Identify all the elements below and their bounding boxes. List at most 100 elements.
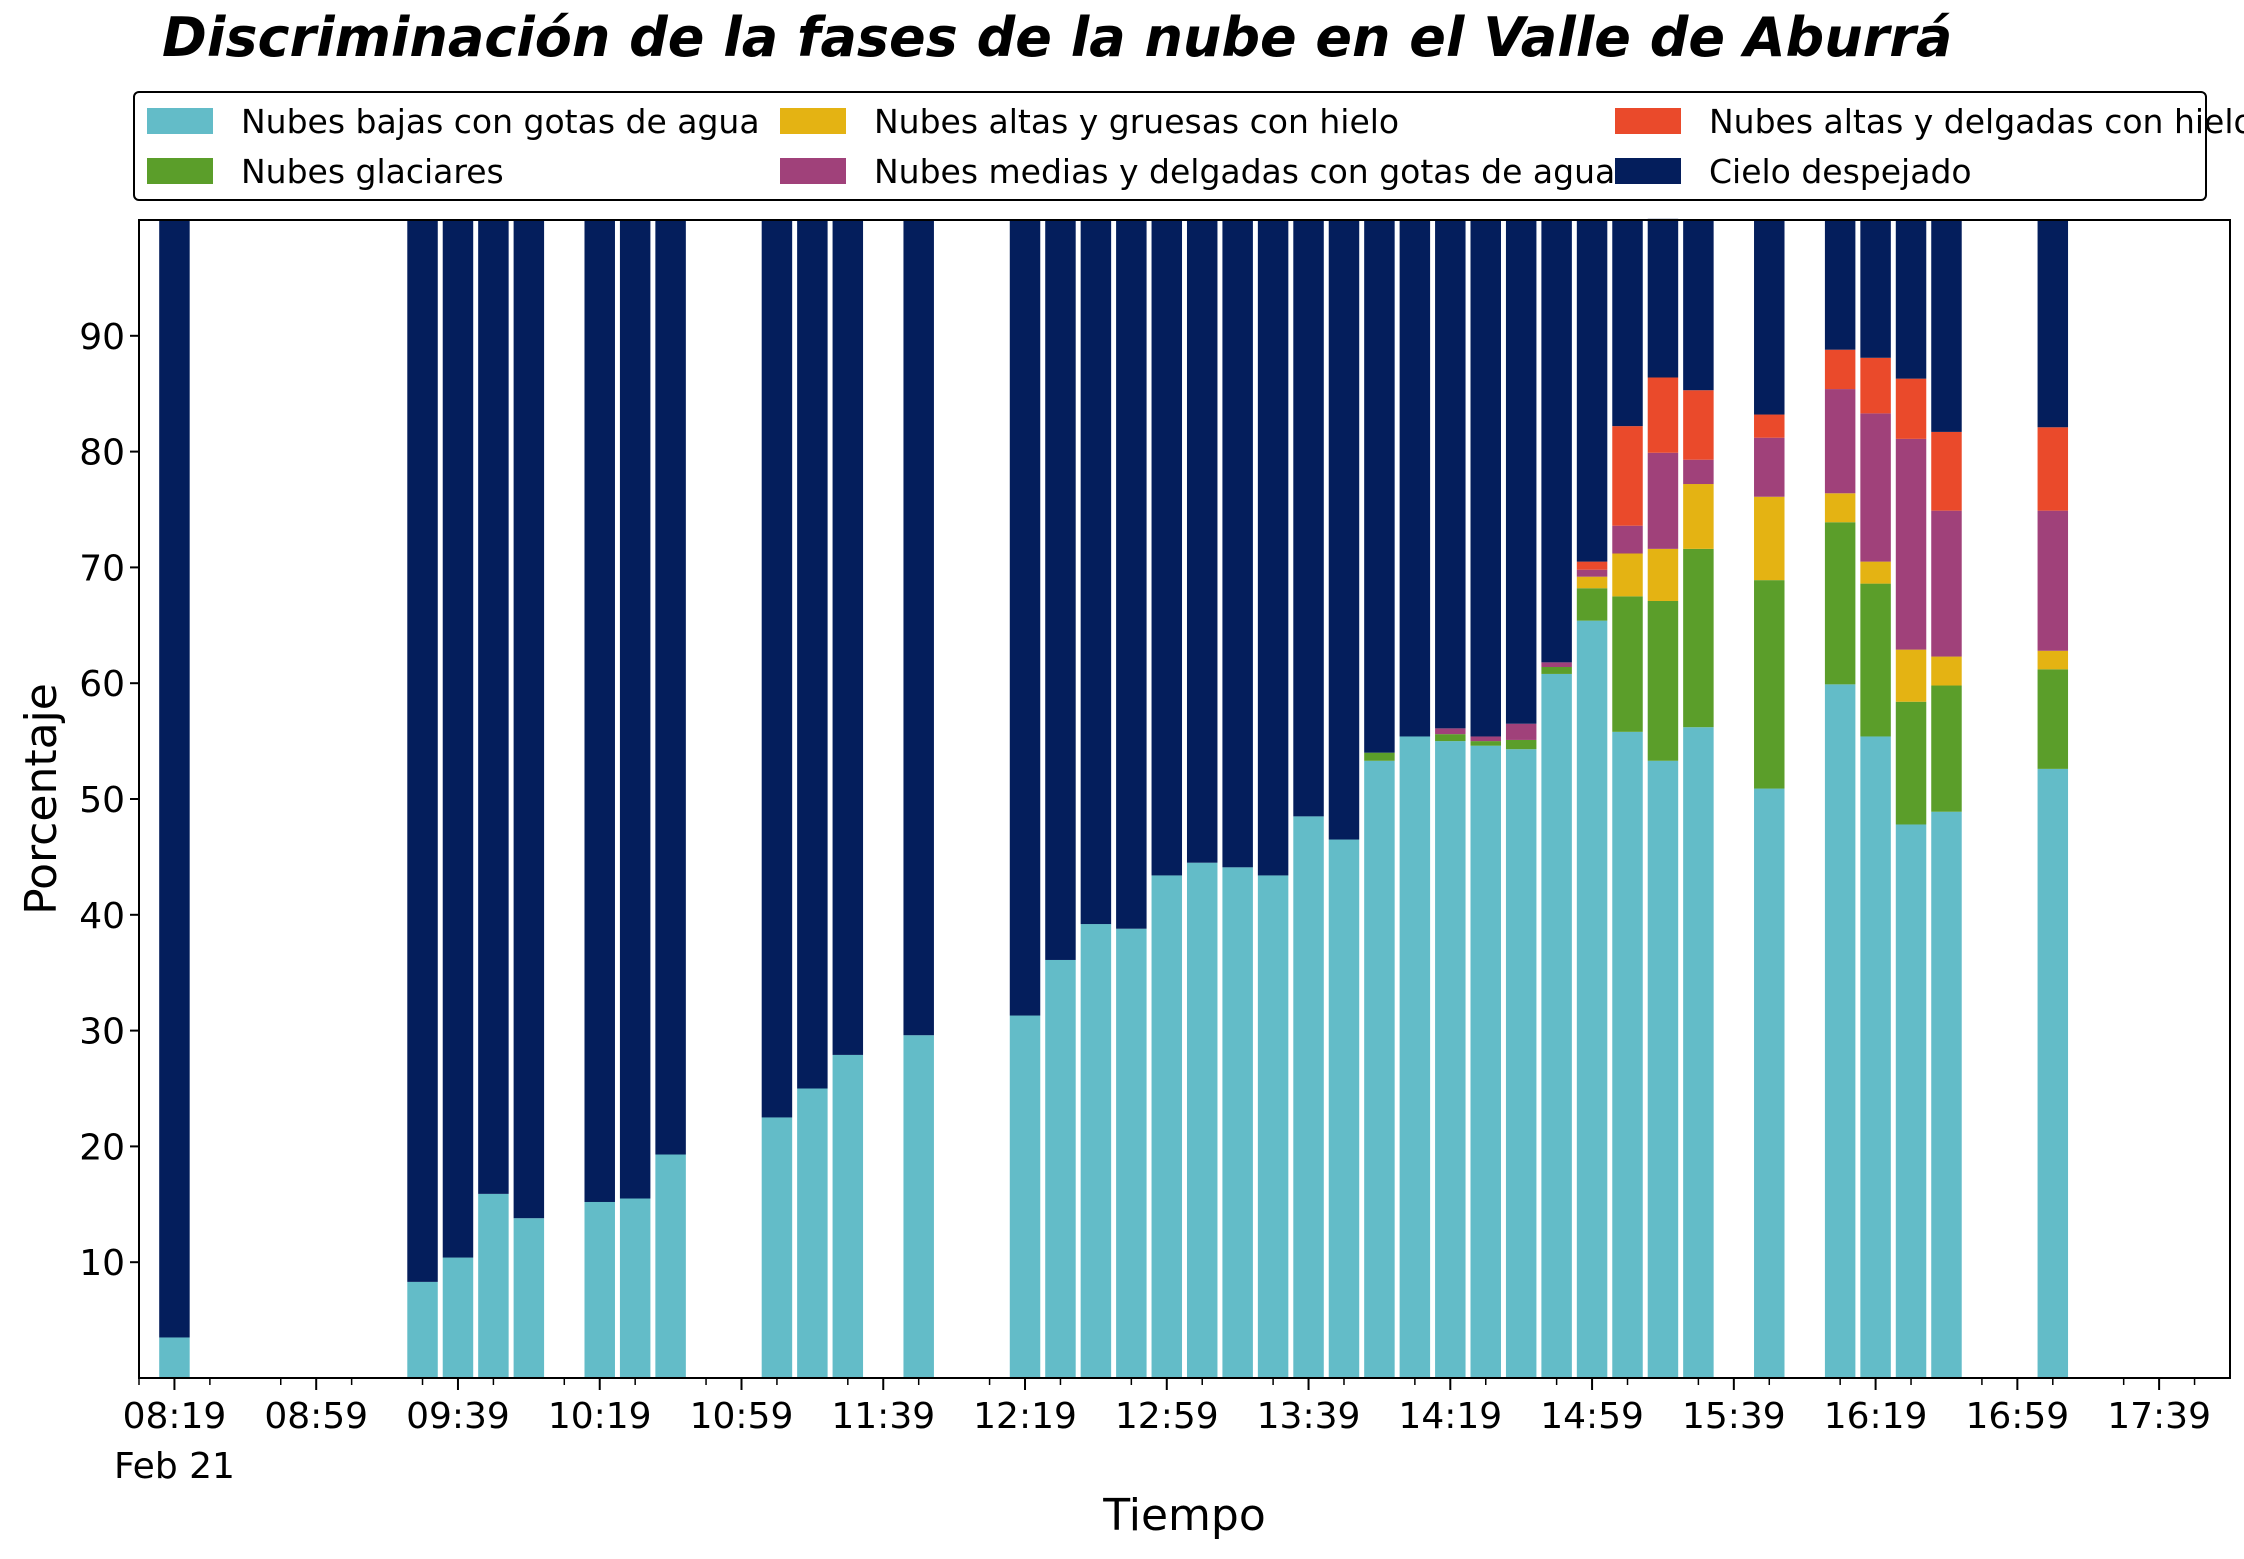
x-tick-label: 14:59	[1540, 1396, 1644, 1437]
bar-segment-0-10	[832, 1054, 864, 1378]
bar-segment-5-18	[1222, 220, 1253, 868]
bar-segment-4-29	[1612, 426, 1643, 526]
bar-segment-5-27	[1541, 220, 1572, 663]
bar-segment-5-24	[1435, 220, 1466, 729]
bar-segment-0-21	[1328, 839, 1360, 1378]
bar-segment-3-31	[1683, 459, 1714, 485]
bar-segment-0-28	[1576, 620, 1608, 1378]
x-tick-label: 16:19	[1824, 1396, 1928, 1437]
legend: Nubes bajas con gotas de agua Nubes glaci…	[133, 91, 2244, 201]
bar-segment-0-22	[1364, 760, 1395, 1378]
bar-segment-0-16	[1151, 875, 1183, 1378]
bar-segment-4-37	[2037, 427, 2069, 511]
legend-swatch	[147, 108, 213, 134]
bar-segment-5-19	[1257, 220, 1289, 876]
bar-segment-5-16	[1151, 220, 1183, 876]
bars-group	[159, 218, 2069, 1378]
bar-segment-2-37	[2037, 650, 2069, 670]
y-tick-label: 90	[79, 317, 125, 358]
bar-segment-0-17	[1186, 862, 1218, 1378]
bar-segment-0-20	[1293, 816, 1324, 1378]
bar-segment-0-13	[1045, 959, 1076, 1378]
bar-segment-1-30	[1647, 600, 1679, 761]
y-tick-label: 30	[79, 1012, 125, 1053]
legend-item: Nubes medias y delgadas con gotas de agu…	[780, 149, 1615, 193]
bar-segment-4-33	[1824, 349, 1856, 390]
legend-swatch	[147, 158, 213, 184]
bar-segment-1-22	[1364, 752, 1395, 761]
x-tick-label: 12:19	[973, 1396, 1077, 1437]
bar-segment-0-7	[655, 1154, 686, 1378]
bar-segment-0-0	[159, 1337, 190, 1378]
y-tick-label: 40	[79, 896, 125, 937]
bar-segment-5-17	[1186, 220, 1218, 863]
x-tick-label: 15:39	[1682, 1396, 1786, 1437]
x-tick-label: 09:39	[406, 1396, 510, 1437]
x-tick-label: 16:59	[1965, 1396, 2069, 1437]
bar-segment-5-6	[619, 220, 651, 1199]
bar-segment-5-10	[832, 220, 864, 1055]
bar-segment-5-30	[1647, 218, 1679, 378]
x-tick-label: 12:59	[1115, 1396, 1219, 1437]
bar-segment-3-32	[1754, 437, 1785, 497]
legend-swatch	[1615, 158, 1681, 184]
legend-label: Cielo despejado	[1709, 151, 1972, 191]
bar-segment-2-30	[1647, 548, 1679, 601]
x-tick-label: 10:59	[690, 1396, 794, 1437]
bar-segment-0-5	[584, 1201, 615, 1378]
bar-segment-0-8	[761, 1117, 793, 1378]
bar-segment-0-6	[619, 1198, 651, 1378]
bar-segment-2-33	[1824, 493, 1856, 523]
bar-segment-5-29	[1612, 220, 1643, 427]
bar-segment-0-19	[1257, 875, 1289, 1378]
bar-segment-3-34	[1860, 413, 1891, 562]
legend-label: Nubes glaciares	[241, 151, 504, 191]
bar-segment-5-15	[1116, 220, 1147, 929]
bar-segment-0-18	[1222, 867, 1253, 1378]
y-tick-label: 80	[79, 433, 125, 474]
bar-segment-4-34	[1860, 357, 1891, 414]
bar-segment-0-23	[1399, 736, 1431, 1378]
legend-item: Nubes glaciares	[147, 149, 504, 193]
bar-segment-0-33	[1824, 684, 1856, 1378]
bar-segment-5-32	[1754, 220, 1785, 415]
legend-item: Cielo despejado	[1615, 149, 1972, 193]
bar-segment-0-1	[407, 1281, 438, 1378]
bar-segment-1-32	[1754, 580, 1785, 789]
bar-segment-5-31	[1683, 220, 1714, 391]
bar-segment-3-27	[1541, 662, 1572, 667]
legend-swatch	[780, 108, 846, 134]
bar-segment-5-35	[1895, 220, 1927, 379]
bar-segment-1-31	[1683, 548, 1714, 728]
bar-segment-0-26	[1505, 749, 1537, 1378]
bar-segment-3-33	[1824, 389, 1856, 494]
bar-segment-0-30	[1647, 760, 1679, 1378]
bar-segment-0-3	[478, 1193, 509, 1378]
x-tick-label: 10:19	[548, 1396, 652, 1437]
legend-swatch	[780, 158, 846, 184]
legend-item: Nubes bajas con gotas de agua	[147, 99, 760, 143]
bar-segment-0-32	[1754, 788, 1785, 1378]
x-axis-label: Tiempo	[1102, 1490, 1266, 1541]
bar-segment-4-32	[1754, 414, 1785, 438]
bar-segment-5-8	[761, 220, 793, 1118]
bar-segment-5-23	[1399, 220, 1431, 737]
x-tick-label: 08:19	[123, 1396, 227, 1437]
x-date-label: Feb 21	[114, 1446, 235, 1487]
x-tick-label: 13:39	[1257, 1396, 1361, 1437]
bar-segment-5-21	[1328, 220, 1360, 840]
bar-segment-1-28	[1576, 588, 1608, 621]
bar-segment-1-25	[1470, 741, 1501, 746]
bar-segment-1-34	[1860, 583, 1891, 737]
bar-segment-5-36	[1931, 220, 1962, 432]
bar-segment-5-3	[478, 220, 509, 1194]
chart-title: Discriminación de la fases de la nube en…	[162, 6, 1953, 69]
bar-segment-0-34	[1860, 736, 1891, 1378]
bar-segment-0-27	[1541, 673, 1572, 1378]
bar-segment-3-24	[1435, 728, 1466, 735]
bar-segment-5-7	[655, 220, 686, 1155]
legend-item: Nubes altas y gruesas con hielo	[780, 99, 1399, 143]
bar-segment-5-37	[2037, 220, 2069, 428]
bar-segment-5-25	[1470, 220, 1501, 737]
bar-segment-3-28	[1576, 569, 1608, 577]
